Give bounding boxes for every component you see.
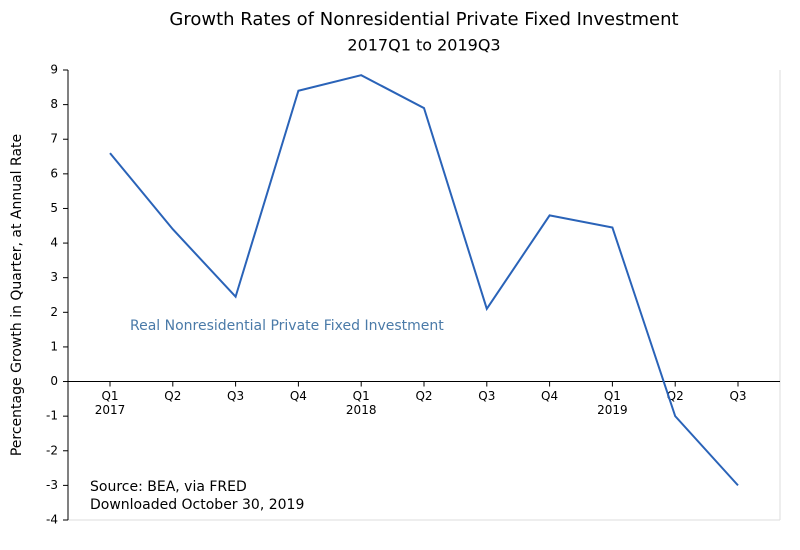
y-tick-label: -1 <box>46 409 58 423</box>
x-tick-label: Q3 <box>227 389 244 403</box>
chart-title: Growth Rates of Nonresidential Private F… <box>169 9 678 30</box>
x-tick-label: Q4 <box>541 389 558 403</box>
x-tick-label: Q3 <box>729 389 746 403</box>
data-line <box>109 74 739 487</box>
y-tick-label: 1 <box>50 339 58 353</box>
x-tick-label: Q2 <box>164 389 181 403</box>
y-tick-label: 4 <box>50 236 58 250</box>
y-tick-label: 6 <box>50 166 58 180</box>
y-tick-label: -4 <box>46 513 58 527</box>
x-tick-label: Q2 <box>667 389 684 403</box>
annotation: Source: BEA, via FRED <box>90 479 247 495</box>
x-year-label: 2018 <box>346 403 377 417</box>
chart-subtitle: 2017Q1 to 2019Q3 <box>347 36 500 55</box>
x-tick-label: Q4 <box>290 389 307 403</box>
x-tick-label: Q1 <box>353 389 370 403</box>
y-tick-label: 5 <box>50 201 58 215</box>
y-axis-label: Percentage Growth in Quarter, at Annual … <box>9 134 25 456</box>
x-tick-label: Q1 <box>101 389 118 403</box>
x-tick-label: Q1 <box>604 389 621 403</box>
annotation: Downloaded October 30, 2019 <box>90 497 304 513</box>
x-year-label: 2017 <box>95 403 126 417</box>
x-year-label: 2019 <box>597 403 628 417</box>
y-tick-label: 3 <box>50 270 58 284</box>
y-tick-label: 9 <box>50 63 58 77</box>
x-tick-label: Q2 <box>415 389 432 403</box>
y-tick-label: 7 <box>50 132 58 146</box>
y-tick-label: -3 <box>46 478 58 492</box>
y-tick-label: 0 <box>50 374 58 388</box>
series-label: Real Nonresidential Private Fixed Invest… <box>130 318 444 334</box>
y-tick-label: 8 <box>50 97 58 111</box>
y-tick-label: 2 <box>50 305 58 319</box>
x-tick-label: Q3 <box>478 389 495 403</box>
y-tick-label: -2 <box>46 443 58 457</box>
